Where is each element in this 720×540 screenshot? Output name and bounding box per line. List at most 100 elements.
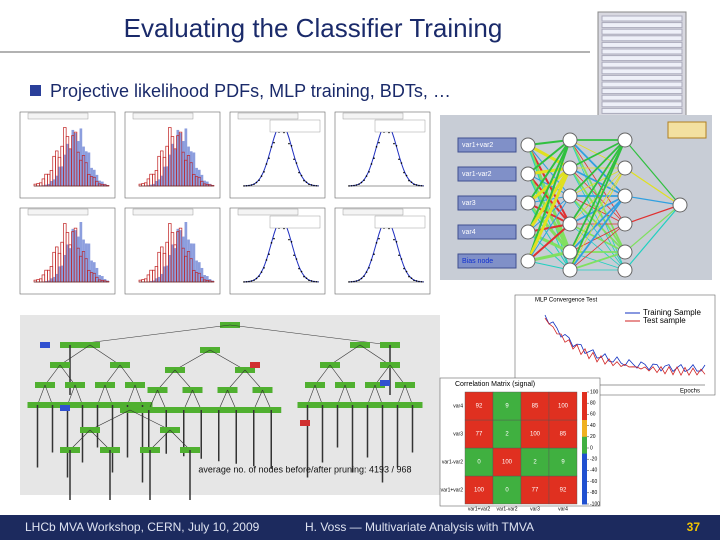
pdf-point bbox=[300, 174, 303, 177]
corr-row-label: var1+var2 bbox=[441, 487, 464, 493]
tree-branch bbox=[169, 429, 191, 451]
tree-branch bbox=[89, 409, 131, 431]
signal-bin bbox=[192, 152, 196, 186]
pdf-point bbox=[363, 179, 365, 182]
signal-bin bbox=[50, 180, 53, 186]
pdf-point bbox=[413, 183, 415, 186]
tree-branch bbox=[359, 344, 391, 366]
signal-bin bbox=[63, 254, 67, 282]
footer-left: LHCb MVA Workshop, CERN, July 10, 2009 bbox=[25, 520, 260, 534]
gui-button bbox=[601, 55, 683, 62]
pdf-point bbox=[270, 146, 273, 148]
pdf-point bbox=[273, 237, 275, 240]
weight-line bbox=[569, 195, 626, 253]
pdf-point bbox=[370, 163, 373, 165]
signal-bin bbox=[84, 243, 88, 282]
tree-branch bbox=[314, 364, 331, 386]
pdf-point bbox=[253, 183, 255, 185]
plot-title-box bbox=[132, 208, 194, 216]
signal-bin bbox=[155, 278, 158, 282]
pdf-point bbox=[295, 258, 298, 260]
tree-branch bbox=[329, 344, 361, 366]
tree-branch bbox=[174, 369, 193, 391]
pdf-point bbox=[355, 280, 358, 282]
conv-title: MLP Convergence Test bbox=[535, 298, 597, 304]
pdf-point bbox=[400, 258, 403, 260]
signal-bin bbox=[44, 281, 48, 282]
signal-bin bbox=[155, 180, 158, 186]
color-scale-step bbox=[582, 408, 587, 415]
pdf-point bbox=[260, 175, 263, 177]
input-node bbox=[520, 166, 536, 182]
signal-bin bbox=[79, 222, 83, 282]
color-scale-label: 0 bbox=[590, 445, 593, 451]
input-node bbox=[520, 224, 536, 240]
tree-branch bbox=[337, 384, 346, 406]
pdf-point bbox=[378, 237, 380, 240]
pdf-point bbox=[308, 183, 310, 186]
weight-line bbox=[569, 167, 626, 253]
color-scale-step bbox=[582, 464, 587, 471]
corr-cell bbox=[520, 447, 550, 477]
signal-bin bbox=[157, 179, 161, 186]
color-scale-step bbox=[582, 448, 587, 455]
corr-cell-label: 9 bbox=[505, 404, 509, 410]
gui-button bbox=[601, 101, 683, 108]
color-scale-step bbox=[582, 498, 587, 505]
signal-bin bbox=[95, 174, 99, 186]
corr-row-label: var3 bbox=[453, 431, 463, 437]
pdf-point bbox=[368, 171, 370, 173]
pdf-point bbox=[263, 171, 265, 173]
signal-bin bbox=[149, 184, 153, 186]
signal-bin bbox=[71, 228, 75, 282]
bullet-text: Projective likelihood PDFs, MLP training… bbox=[50, 81, 451, 101]
tree-branch bbox=[244, 369, 263, 391]
signal-bin bbox=[160, 175, 164, 186]
signal-bin bbox=[176, 228, 180, 282]
pdf-point bbox=[253, 279, 255, 281]
signal-bin bbox=[84, 151, 88, 186]
color-scale-step bbox=[582, 470, 587, 477]
tree-branch bbox=[174, 349, 211, 371]
weight-line bbox=[624, 204, 681, 253]
corr-cell-label: 100 bbox=[502, 460, 513, 466]
tree-branch bbox=[314, 384, 323, 406]
tree-leaf-box bbox=[40, 342, 50, 348]
signal-bin bbox=[58, 266, 61, 282]
input-box bbox=[457, 195, 517, 211]
signal-bin bbox=[179, 230, 182, 282]
corr-cell-label: 85 bbox=[560, 432, 567, 438]
pdf-point bbox=[265, 163, 268, 165]
footer-bar bbox=[0, 515, 720, 540]
corr-cell bbox=[464, 419, 494, 449]
signal-bin bbox=[168, 154, 172, 186]
weight-line bbox=[569, 195, 626, 271]
bullet-marker bbox=[30, 85, 41, 96]
corr-row-label: var1-var2 bbox=[442, 459, 463, 465]
pdf-point bbox=[413, 279, 415, 282]
weight-line bbox=[527, 139, 571, 262]
signal-bin bbox=[92, 262, 96, 282]
plot-title-box bbox=[27, 208, 89, 216]
pdf-point bbox=[250, 184, 253, 186]
conv-curve bbox=[544, 314, 706, 373]
signal-bin bbox=[63, 154, 67, 186]
signal-bin bbox=[160, 273, 164, 282]
tree-branch bbox=[89, 429, 111, 451]
tree-branch bbox=[183, 389, 193, 411]
corr-cell bbox=[492, 419, 522, 449]
plot-legend bbox=[269, 119, 321, 133]
tree-branch bbox=[67, 384, 76, 406]
conv-legend-label: Training Sample bbox=[643, 308, 702, 317]
gui-button bbox=[601, 41, 683, 48]
signal-bin bbox=[189, 243, 193, 282]
pdf-point bbox=[365, 175, 368, 177]
weight-line bbox=[527, 139, 571, 204]
corr-cell bbox=[492, 475, 522, 505]
signal-bin bbox=[173, 149, 177, 186]
signal-bin bbox=[184, 128, 188, 186]
signal-bin bbox=[173, 248, 177, 282]
pdf-point bbox=[298, 267, 300, 270]
pdf-point bbox=[258, 179, 260, 182]
